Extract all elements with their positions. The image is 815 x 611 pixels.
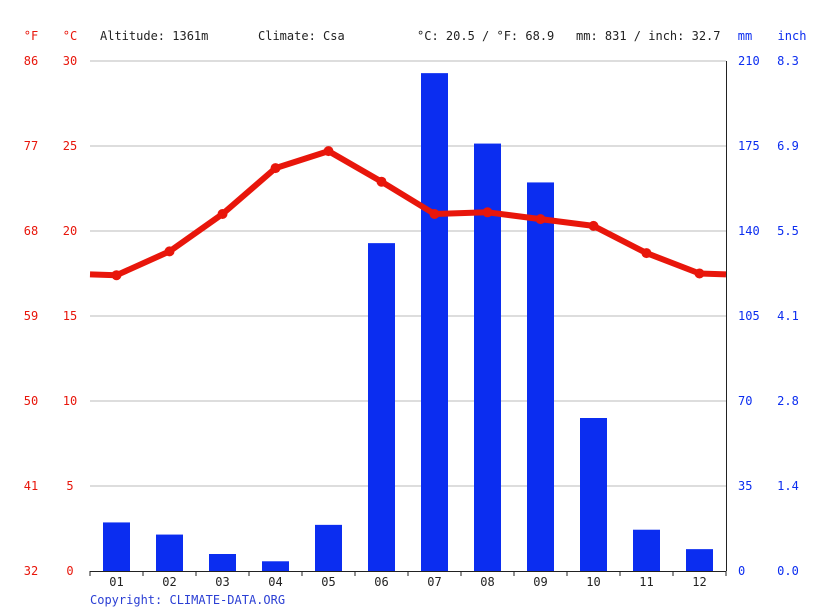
y-tick-label-mm: 140 xyxy=(738,224,760,238)
precipitation-bar xyxy=(156,534,183,571)
y-tick-label-fahrenheit: 86 xyxy=(24,54,38,68)
temperature-point xyxy=(217,209,228,219)
temperature-point xyxy=(376,176,387,187)
x-tick-label: 12 xyxy=(692,575,706,589)
x-tick-label: 05 xyxy=(321,575,335,589)
y-tick-label-celsius: 0 xyxy=(66,564,73,578)
temperature-point xyxy=(429,209,440,219)
precipitation-bar xyxy=(262,561,289,571)
temperature-line-path xyxy=(89,148,727,279)
y-tick-label-fahrenheit: 41 xyxy=(24,479,38,493)
y-tick-label-inch: 6.9 xyxy=(777,139,799,153)
y-tick-label-mm: 210 xyxy=(738,54,760,68)
precipitation-bar xyxy=(368,243,395,571)
y-tick-label-celsius: 25 xyxy=(63,139,77,153)
temperature-point xyxy=(588,220,599,231)
temperature-point xyxy=(641,248,652,259)
temperature-point xyxy=(535,214,546,225)
axes xyxy=(89,61,727,576)
precipitation-bar xyxy=(103,522,130,571)
temperature-point xyxy=(482,207,493,218)
x-tick-label: 03 xyxy=(215,575,229,589)
x-tick-label: 04 xyxy=(268,575,282,589)
x-tick-label: 08 xyxy=(480,575,494,589)
climate-label: Climate: Csa xyxy=(258,29,345,43)
y-tick-label-mm: 0 xyxy=(738,564,745,578)
tick-labels: 01 02 03 04 05 06 07 08 09 10 11 12 32 0 0 0.0 41 5 35 1.4 5… xyxy=(24,54,799,589)
y-tick-label-celsius: 30 xyxy=(63,54,77,68)
temperature-point xyxy=(694,268,705,279)
precipitation-bar xyxy=(580,418,607,571)
unit-mm: mm xyxy=(738,29,752,43)
y-tick-label-inch: 5.5 xyxy=(777,224,799,238)
precipitation-bar xyxy=(686,549,713,571)
unit-fahrenheit: °F xyxy=(24,29,38,43)
altitude-label: Altitude: 1361m xyxy=(100,29,208,43)
x-tick-label: 06 xyxy=(374,575,388,589)
precipitation-bar xyxy=(315,524,342,571)
precipitation-total: mm: 831 / inch: 32.7 xyxy=(576,29,721,43)
y-tick-label-mm: 35 xyxy=(738,479,752,493)
y-tick-label-mm: 70 xyxy=(738,394,752,408)
precipitation-bar xyxy=(209,554,236,571)
y-tick-label-inch: 0.0 xyxy=(777,564,799,578)
x-tick-label: 07 xyxy=(427,575,441,589)
temperature-average: °C: 20.5 / °F: 68.9 xyxy=(417,29,554,43)
x-tick-label: 11 xyxy=(639,575,653,589)
unit-inch: inch xyxy=(778,29,807,43)
precipitation-bars xyxy=(103,73,713,572)
unit-celsius: °C xyxy=(63,29,77,43)
y-tick-label-inch: 4.1 xyxy=(777,309,799,323)
precipitation-bar xyxy=(633,529,660,571)
x-tick-label: 09 xyxy=(533,575,547,589)
y-tick-label-fahrenheit: 59 xyxy=(24,309,38,323)
temperature-point xyxy=(270,163,281,174)
copyright-text: Copyright: CLIMATE-DATA.ORG xyxy=(90,593,285,607)
x-tick-label: 10 xyxy=(586,575,600,589)
x-tick-label: 02 xyxy=(162,575,176,589)
y-tick-label-celsius: 15 xyxy=(63,309,77,323)
y-tick-label-fahrenheit: 32 xyxy=(24,564,38,578)
y-tick-label-celsius: 5 xyxy=(66,479,73,493)
y-tick-label-mm: 105 xyxy=(738,309,760,323)
y-tick-label-celsius: 20 xyxy=(63,224,77,238)
temperature-point xyxy=(164,246,175,257)
y-tick-label-fahrenheit: 68 xyxy=(24,224,38,238)
precipitation-bar xyxy=(421,73,448,572)
precipitation-bar xyxy=(527,182,554,571)
y-tick-label-inch: 2.8 xyxy=(777,394,799,408)
y-tick-label-fahrenheit: 77 xyxy=(24,139,38,153)
grid-lines xyxy=(90,60,726,487)
temperature-point xyxy=(323,146,334,157)
y-tick-label-inch: 8.3 xyxy=(777,54,799,68)
temperature-point xyxy=(111,270,122,281)
y-tick-label-fahrenheit: 50 xyxy=(24,394,38,408)
y-tick-label-mm: 175 xyxy=(738,139,760,153)
y-tick-label-inch: 1.4 xyxy=(777,479,799,493)
x-tick-label: 01 xyxy=(109,575,123,589)
temperature-line xyxy=(89,146,727,281)
y-tick-label-celsius: 10 xyxy=(63,394,77,408)
